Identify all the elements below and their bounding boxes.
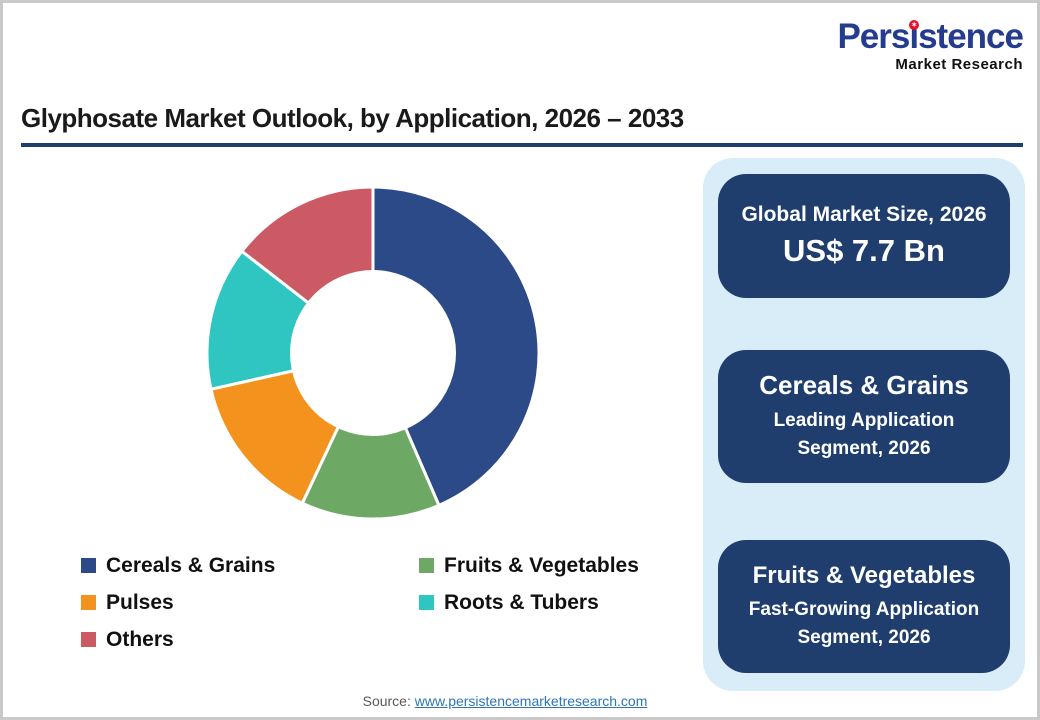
legend-item-fruits-vegetables: Fruits & Vegetables [419, 554, 639, 578]
market-size-value: US$ 7.7 Bn [783, 233, 945, 268]
leading-segment-title: Cereals & Grains [759, 370, 969, 401]
page-title: Glyphosate Market Outlook, by Applicatio… [21, 103, 684, 133]
legend-item-roots-tubers: Roots & Tubers [419, 591, 639, 615]
fast-growing-segment-title: Fruits & Vegetables [752, 561, 976, 589]
legend-marker-icon [81, 595, 96, 610]
donut-segment-cereals-grains [371, 185, 541, 507]
logo-wordmark: Persı ✶ stence [837, 17, 1024, 56]
legend-marker-icon [81, 632, 96, 647]
source-label: Source: [362, 693, 411, 709]
market-size-label: Global Market Size, 2026 [741, 203, 987, 226]
legend-marker-icon [419, 595, 434, 610]
legend-label: Cereals & Grains [106, 553, 276, 577]
highlights-panel: Global Market Size, 2026 US$ 7.7 Bn Cere… [703, 158, 1025, 691]
leading-segment-subtitle: Leading Application Segment, 2026 [773, 410, 955, 459]
title-underline [21, 143, 1023, 147]
source-link[interactable]: www.persistencemarketresearch.com [414, 693, 648, 709]
market-size-card: Global Market Size, 2026 US$ 7.7 Bn [718, 174, 1010, 298]
legend-marker-icon [81, 558, 96, 573]
legend-label: Roots & Tubers [444, 590, 599, 614]
fast-growing-segment-card: Fruits & Vegetables Fast-Growing Applica… [718, 540, 1010, 673]
donut-hole [290, 270, 456, 436]
legend-item-cereals-grains: Cereals & Grains [81, 554, 419, 578]
legend-label: Pulses [106, 590, 174, 614]
legend-label: Others [106, 627, 174, 651]
logo-subtitle: Market Research [895, 56, 1023, 73]
donut-chart [205, 185, 541, 521]
source-line: Source: www.persistencemarketresearch.co… [3, 693, 1007, 709]
leading-segment-card: Cereals & Grains Leading Application Seg… [718, 350, 1010, 483]
legend-label: Fruits & Vegetables [444, 553, 639, 577]
legend-item-others: Others [81, 628, 419, 652]
fast-growing-segment-subtitle: Fast-Growing Application Segment, 2026 [748, 598, 980, 648]
donut-segment-fruits-vegetables [300, 351, 441, 521]
logo-star-icon: ✶ [908, 20, 919, 30]
chart-legend: Cereals & Grains Pulses Others Fruits & Veg… [81, 547, 639, 658]
brand-logo: Persı ✶ stence Market Research [837, 17, 1024, 73]
legend-marker-icon [419, 558, 434, 573]
legend-item-pulses: Pulses [81, 591, 419, 615]
